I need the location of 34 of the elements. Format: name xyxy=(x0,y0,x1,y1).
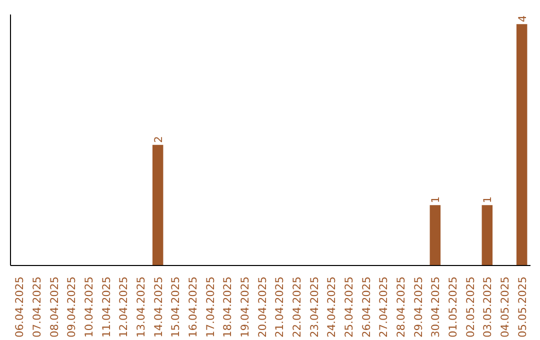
data-label: 2 xyxy=(152,136,165,143)
x-tick-label: 16.04.2025 xyxy=(186,276,200,338)
x-tick-label: 10.04.2025 xyxy=(82,276,96,338)
x-tick-label: 19.04.2025 xyxy=(238,276,252,338)
data-label: 1 xyxy=(481,196,494,204)
x-tick-label: 26.04.2025 xyxy=(360,276,373,338)
x-tick-label: 02.05.2025 xyxy=(464,276,477,338)
x-tick-label: 18.04.2025 xyxy=(221,276,234,338)
x-tick-label: 07.04.2025 xyxy=(30,276,44,338)
x-tick-label: 04.05.2025 xyxy=(498,276,512,338)
x-tick-label: 27.04.2025 xyxy=(377,276,390,338)
x-tick-label: 11.04.2025 xyxy=(100,276,113,338)
x-tick-label: 30.04.2025 xyxy=(429,276,442,338)
x-tick-label: 06.04.2025 xyxy=(13,276,26,338)
data-label: 1 xyxy=(429,196,442,204)
x-tick-label: 14.04.2025 xyxy=(152,276,165,338)
x-tick-label: 08.04.2025 xyxy=(48,276,61,338)
x-tick-label: 17.04.2025 xyxy=(204,276,217,338)
x-tick-label: 20.04.2025 xyxy=(256,276,269,338)
x-tick-label: 15.04.2025 xyxy=(169,276,182,338)
x-tick-label: 25.04.2025 xyxy=(342,276,356,338)
x-tick-label: 12.04.2025 xyxy=(117,276,130,338)
x-tick-label: 29.04.2025 xyxy=(412,276,425,338)
x-tick-label: 05.05.2025 xyxy=(516,276,529,338)
x-tick-label: 03.05.2025 xyxy=(481,276,494,338)
x-tick-label: 22.04.2025 xyxy=(290,276,304,338)
x-tick-label: 09.04.2025 xyxy=(65,276,78,338)
x-tick-label: 13.04.2025 xyxy=(134,276,148,338)
x-tick-label: 21.04.2025 xyxy=(273,276,286,338)
x-tick-label: 23.04.2025 xyxy=(308,276,321,338)
data-label: 4 xyxy=(516,15,529,22)
x-tick-label: 01.05.2025 xyxy=(446,276,460,338)
x-tick-label: 28.04.2025 xyxy=(394,276,408,338)
x-tick-label: 24.04.2025 xyxy=(325,276,338,338)
